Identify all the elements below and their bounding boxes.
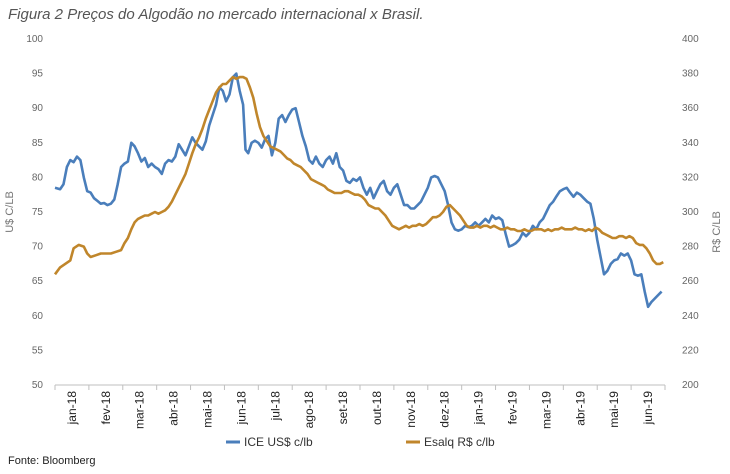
y2-tick-label: 260 [682,276,699,287]
y-tick-label: 75 [32,207,44,218]
x-tick-label: mar-19 [539,391,553,429]
source-note: Fonte: Bloomberg [8,455,96,467]
x-tick-label: jan-18 [65,391,79,426]
x-tick-label: jan-19 [472,391,486,426]
y2-tick-label: 220 [682,345,699,356]
x-tick-label: out-18 [370,391,384,425]
y2-tick-label: 400 [682,34,699,45]
y-tick-label: 65 [32,276,44,287]
y-tick-label: 95 [32,69,44,80]
series-line-ice [54,72,663,309]
y2-tick-label: 360 [682,103,699,114]
y-tick-label: 55 [32,345,44,356]
legend-label: ICE US$ c/lb [244,435,313,449]
y2-tick-label: 240 [682,311,699,322]
chart-title: Figura 2 Preços do Algodão no mercado in… [8,6,424,23]
y-tick-label: 60 [32,311,44,322]
y2-tick-label: 380 [682,69,699,80]
x-tick-label: jun-18 [234,391,248,426]
series-line-esalq [53,75,664,276]
x-tick-label: jul-18 [268,391,282,422]
left-axis-label: U$ C/LB [4,191,16,233]
y2-tick-label: 280 [682,242,699,253]
y-tick-label: 100 [26,34,43,45]
x-tick-label: mai-18 [201,391,215,428]
y2-tick-label: 320 [682,172,699,183]
y-tick-label: 50 [32,380,44,391]
y2-tick-label: 200 [682,380,699,391]
x-tick-label: jun-19 [641,391,655,426]
legend-label: Esalq R$ c/lb [424,435,495,449]
x-tick-label: abr-18 [167,391,181,426]
x-tick-label: mar-18 [133,391,147,429]
y2-tick-label: 340 [682,138,699,149]
legend: ICE US$ c/lb Esalq R$ c/lb [226,435,495,449]
x-tick-label: ago-18 [302,391,316,429]
y2-tick-label: 300 [682,207,699,218]
y-tick-label: 90 [32,103,44,114]
right-axis-label: R$ C/LB [711,211,723,253]
x-tick-label: mai-19 [607,391,621,428]
y-tick-label: 80 [32,172,44,183]
x-tick-label: fev-19 [506,391,520,425]
left-y-axis: 50 55 60 65 70 75 80 85 90 95 100 [26,34,43,391]
right-y-axis: 200 220 240 260 280 300 320 340 360 380 400 [682,34,699,391]
x-axis: jan-18 fev-18 mar-18 abr-18 mai-18 jun-18 jul-… [54,384,666,429]
x-tick-label: dez-18 [438,391,452,428]
y-tick-label: 85 [32,138,44,149]
series-lines [53,72,664,309]
x-tick-label: nov-18 [404,391,418,428]
x-tick-label: fev-18 [99,391,113,425]
x-tick-label: abr-19 [573,391,587,426]
y-tick-label: 70 [32,242,44,253]
x-tick-label: set-18 [336,391,350,425]
